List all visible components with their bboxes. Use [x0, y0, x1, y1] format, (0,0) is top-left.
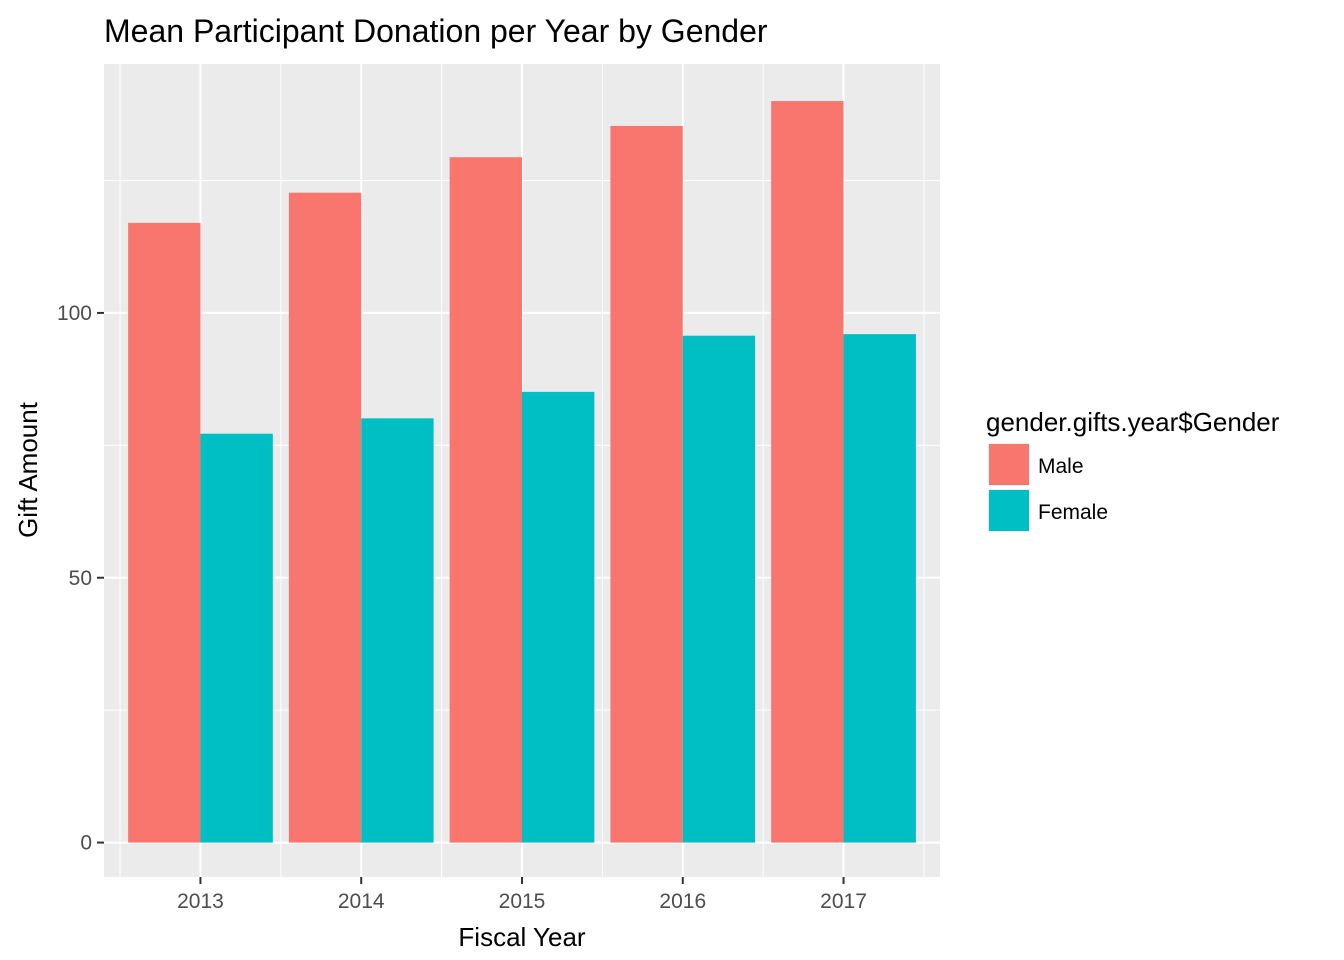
x-tick-label: 2015: [499, 890, 546, 913]
y-tick-label: 50: [69, 567, 92, 590]
x-axis-title: Fiscal Year: [458, 922, 586, 952]
bar-male-2013: [128, 222, 201, 843]
bar-male-2016: [610, 125, 683, 843]
bar-male-2017: [771, 101, 844, 843]
legend-swatch-female: [989, 490, 1029, 531]
bar-female-2017: [843, 334, 916, 843]
bar-female-2013: [200, 433, 273, 843]
bar-female-2016: [682, 335, 756, 843]
y-tick-label: 100: [57, 302, 92, 325]
y-axis-title: Gift Amount: [13, 401, 43, 538]
bar-male-2015: [449, 157, 522, 843]
x-axis: 2013 2014 2015 2016 2017: [177, 877, 867, 913]
y-tick-label: 0: [80, 832, 92, 855]
x-tick-label: 2013: [177, 890, 224, 913]
legend-swatch-male: [989, 444, 1029, 485]
chart-title: Mean Participant Donation per Year by Ge…: [104, 13, 768, 49]
x-tick-label: 2016: [659, 890, 706, 913]
legend: gender.gifts.year$Gender Male Female: [986, 407, 1280, 532]
legend-label-female: Female: [1038, 501, 1108, 524]
x-tick-label: 2017: [820, 890, 867, 913]
bars: [128, 101, 916, 843]
bar-female-2015: [522, 391, 595, 843]
bar-male-2014: [288, 192, 362, 843]
x-tick-label: 2014: [338, 890, 385, 913]
legend-title: gender.gifts.year$Gender: [986, 407, 1280, 437]
bar-female-2014: [361, 418, 434, 843]
legend-items: Male Female: [988, 443, 1108, 532]
y-axis: 0 50 100: [57, 302, 104, 855]
legend-label-male: Male: [1038, 455, 1084, 478]
